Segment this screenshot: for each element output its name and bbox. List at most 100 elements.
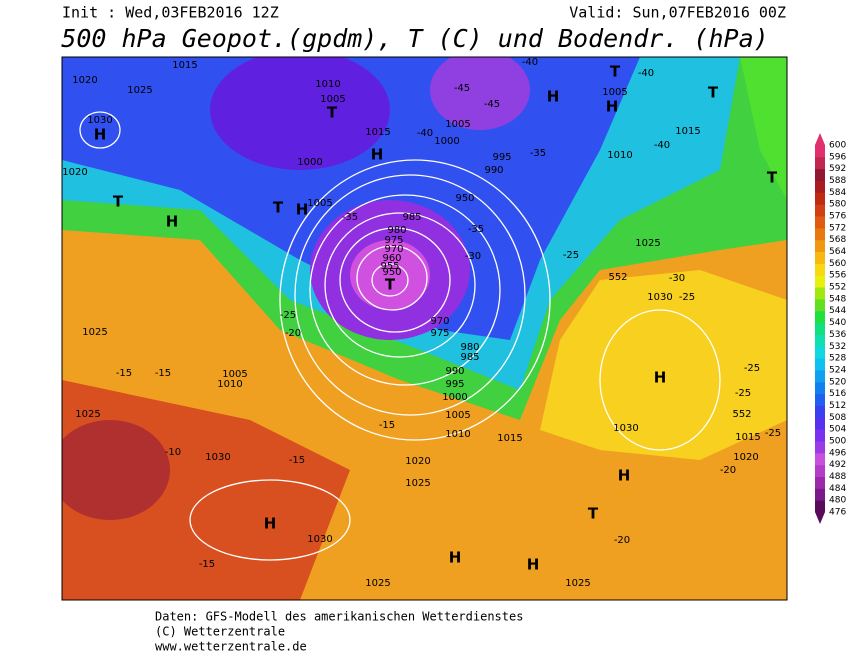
contour-label: 1025 [635,238,660,249]
contour-label: -35 [530,148,546,159]
contour-label: 1015 [172,60,197,71]
contour-label: 1020 [405,456,430,467]
contour-label: -10 [165,447,181,458]
colorbar-label: 524 [829,365,846,375]
contour-label: -15 [199,559,215,570]
colorbar-swatch [815,275,825,288]
pressure-center: T [708,84,719,102]
colorbar-swatch [815,334,825,347]
contour-label: 975 [384,235,403,246]
contour-label: -20 [285,328,301,339]
colorbar-swatch [815,464,825,477]
contour-label: 950 [382,267,401,278]
colorbar-label: 480 [829,496,846,506]
colorbar-label: 488 [829,472,846,482]
colorbar-label: 584 [829,188,846,198]
contour-label: 1015 [365,127,390,138]
contour-label: 1020 [72,75,97,86]
pressure-center: T [588,505,599,523]
contour-label: 1015 [735,432,760,443]
contour-label: -20 [720,465,736,476]
pressure-center: T [273,199,284,217]
colorbar-label: 592 [829,164,846,174]
contour-label: -40 [522,57,538,68]
contour-label: 1005 [602,87,627,98]
contour-label: -20 [614,535,630,546]
pressure-center: T [767,169,778,187]
contour-label: 1000 [434,136,459,147]
colorbar-label: 508 [829,413,846,423]
pressure-center: T [113,193,124,211]
colorbar-swatch [815,298,825,312]
colorbar-label: 532 [829,342,846,352]
colorbar-label: 528 [829,354,846,364]
pressure-center: H [449,549,462,567]
colorbar-label: 548 [829,294,846,304]
contour-label: -25 [679,292,695,303]
colorbar-label: 520 [829,377,846,387]
pressure-center: H [166,213,179,231]
colorbar-label: 580 [829,200,846,210]
contour-label: 980 [460,342,479,353]
colorbar-swatch [815,310,825,324]
colorbar-swatch [815,381,825,395]
contour-label: -25 [765,428,781,439]
colorbar-label: 500 [829,436,846,446]
pressure-center: H [618,467,631,485]
colorbar-swatch [815,358,825,371]
colorbar-swatch [815,168,825,182]
map-frame [61,56,788,601]
contour-label: 955 [380,261,399,272]
colorbar-swatch [815,192,825,205]
map-field [62,57,787,600]
contour-label: 552 [732,409,751,420]
contour-label: 1005 [445,119,470,130]
colorbar-label: 552 [829,283,846,293]
contour-label: 1010 [445,429,470,440]
footer-line: www.wetterzentrale.de [155,640,307,654]
init-time: Init : Wed,03FEB2016 12Z [62,4,279,22]
contour-label: 1025 [565,578,590,589]
footer-line: (C) Wetterzentrale [155,625,285,639]
colorbar-label: 516 [829,389,846,399]
colorbar-swatch [815,322,825,335]
colorbar-label: 596 [829,152,846,162]
contour-label: -15 [379,420,395,431]
colorbar-swatch [815,488,825,501]
contour-label: 1000 [297,157,322,168]
contour-label: 1010 [607,150,632,161]
colorbar-label: 484 [829,484,846,494]
colorbar-label: 496 [829,448,846,458]
colorbar-label: 576 [829,212,846,222]
contour-label: -45 [484,99,500,110]
contour-label: 1010 [315,79,340,90]
contour-label: 1030 [205,452,230,463]
contour-label: -25 [280,310,296,321]
pressure-center: H [527,556,540,574]
contour-label: -40 [638,68,654,79]
colorbar-swatch [815,500,825,513]
contour-label: 1025 [82,327,107,338]
contour-label: -45 [454,83,470,94]
colorbar-label: 568 [829,235,846,245]
colorbar-label: 540 [829,318,846,328]
contour-label: 970 [430,316,449,327]
contour-label: 1015 [675,126,700,137]
colorbar-swatch [815,239,825,253]
pressure-center: T [610,63,621,81]
footer-line: Daten: GFS-Modell des amerikanischen Wet… [155,610,523,624]
colorbar-label: 536 [829,330,846,340]
colorbar-swatch [815,287,825,300]
contour-label: 1005 [320,94,345,105]
colorbar-swatch [815,216,825,229]
contour-label: 1015 [497,433,522,444]
contour-label: 960 [382,253,401,264]
colorbar-label: 476 [829,508,846,518]
colorbar-swatch [815,429,825,442]
colorbar-label: 560 [829,259,846,269]
contour-label: -15 [155,368,171,379]
colorbar-label: 572 [829,223,846,233]
colorbar-arrow [815,133,825,145]
pressure-center: H [94,126,107,144]
contour-label: 1020 [733,452,758,463]
